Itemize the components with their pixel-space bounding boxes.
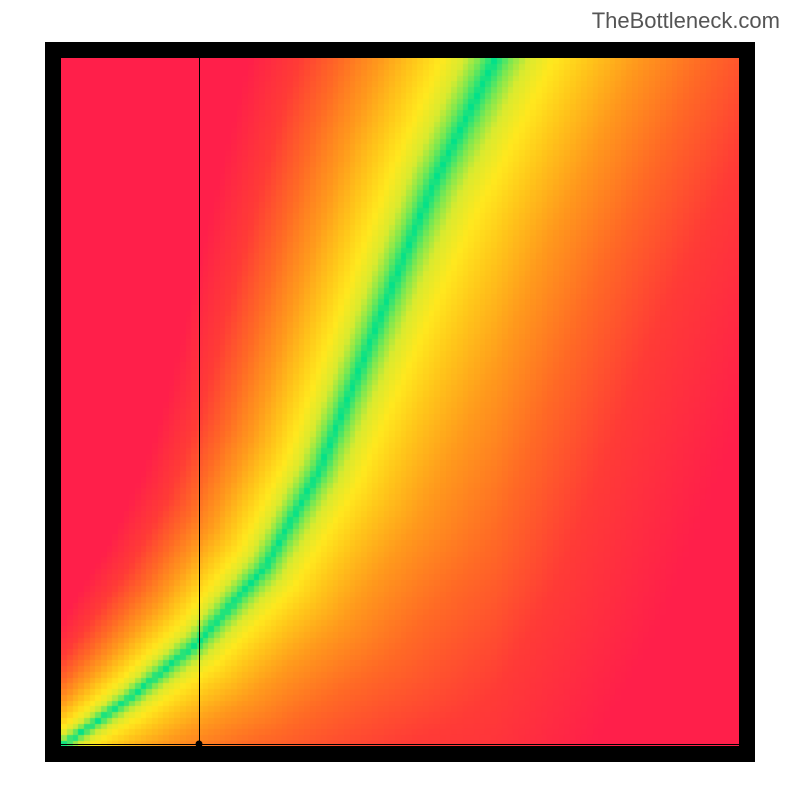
heatmap-canvas bbox=[61, 58, 739, 746]
crosshair-dot bbox=[196, 740, 203, 746]
crosshair-horizontal bbox=[61, 744, 739, 745]
attribution-text: TheBottleneck.com bbox=[592, 8, 780, 34]
plot-area bbox=[61, 58, 739, 746]
plot-border bbox=[45, 42, 755, 762]
crosshair-vertical bbox=[199, 58, 200, 746]
